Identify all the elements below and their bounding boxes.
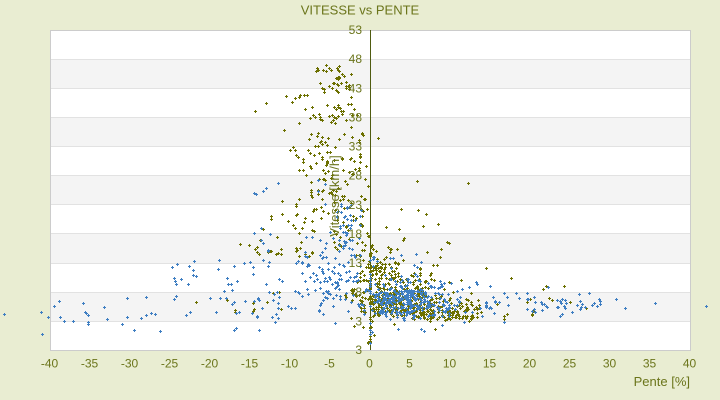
- svg-text:-30: -30: [121, 357, 139, 371]
- svg-text:48: 48: [349, 52, 363, 66]
- svg-text:-20: -20: [201, 357, 219, 371]
- svg-text:40: 40: [683, 357, 697, 371]
- svg-text:VITESSE vs PENTE: VITESSE vs PENTE: [301, 2, 420, 17]
- svg-text:-40: -40: [41, 357, 59, 371]
- svg-text:0: 0: [366, 357, 373, 371]
- svg-text:28: 28: [349, 169, 363, 183]
- svg-text:10: 10: [443, 357, 457, 371]
- svg-text:5: 5: [406, 357, 413, 371]
- svg-text:38: 38: [349, 110, 363, 124]
- svg-text:-15: -15: [241, 357, 259, 371]
- svg-text:20: 20: [523, 357, 537, 371]
- svg-text:30: 30: [603, 357, 617, 371]
- svg-text:43: 43: [349, 81, 363, 95]
- svg-text:-10: -10: [281, 357, 299, 371]
- svg-text:8: 8: [355, 285, 362, 299]
- svg-text:-25: -25: [161, 357, 179, 371]
- svg-text:Vitesse [km/h]: Vitesse [km/h]: [327, 155, 342, 236]
- svg-text:15: 15: [483, 357, 497, 371]
- svg-text:3: 3: [355, 314, 362, 328]
- svg-text:3: 3: [355, 343, 362, 357]
- svg-text:35: 35: [643, 357, 657, 371]
- svg-text:53: 53: [349, 23, 363, 37]
- svg-text:23: 23: [349, 198, 363, 212]
- svg-text:33: 33: [349, 140, 363, 154]
- svg-text:Pente [%]: Pente [%]: [634, 374, 690, 389]
- svg-text:18: 18: [349, 227, 363, 241]
- svg-text:13: 13: [349, 256, 363, 270]
- svg-text:25: 25: [563, 357, 577, 371]
- svg-text:-35: -35: [81, 357, 99, 371]
- svg-text:-5: -5: [324, 357, 335, 371]
